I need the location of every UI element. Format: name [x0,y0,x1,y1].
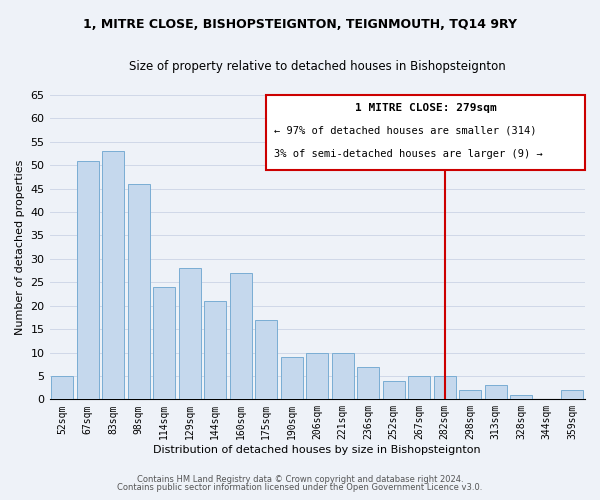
Text: 3% of semi-detached houses are larger (9) →: 3% of semi-detached houses are larger (9… [274,149,542,159]
X-axis label: Distribution of detached houses by size in Bishopsteignton: Distribution of detached houses by size … [154,445,481,455]
Text: ← 97% of detached houses are smaller (314): ← 97% of detached houses are smaller (31… [274,126,536,136]
Bar [281,357,302,400]
Bar [154,287,175,400]
Bar [332,352,353,400]
Title: Size of property relative to detached houses in Bishopsteignton: Size of property relative to detached ho… [129,60,506,73]
Bar [511,394,532,400]
Bar [562,390,583,400]
Text: 1, MITRE CLOSE, BISHOPSTEIGNTON, TEIGNMOUTH, TQ14 9RY: 1, MITRE CLOSE, BISHOPSTEIGNTON, TEIGNMO… [83,18,517,30]
Bar [383,380,404,400]
Bar [52,376,73,400]
Bar [128,184,149,400]
Bar [179,268,200,400]
Bar [409,376,430,400]
Bar [77,160,98,400]
Bar [205,301,226,400]
Bar [485,386,506,400]
Y-axis label: Number of detached properties: Number of detached properties [15,160,25,335]
Bar [460,390,481,400]
Text: Contains public sector information licensed under the Open Government Licence v3: Contains public sector information licen… [118,484,482,492]
Bar [256,320,277,400]
Bar [434,376,455,400]
Text: 1 MITRE CLOSE: 279sqm: 1 MITRE CLOSE: 279sqm [355,104,497,114]
Bar [307,352,328,400]
Bar [358,366,379,400]
Bar [103,151,124,400]
Bar [266,95,585,170]
Text: Contains HM Land Registry data © Crown copyright and database right 2024.: Contains HM Land Registry data © Crown c… [137,475,463,484]
Bar [230,273,251,400]
